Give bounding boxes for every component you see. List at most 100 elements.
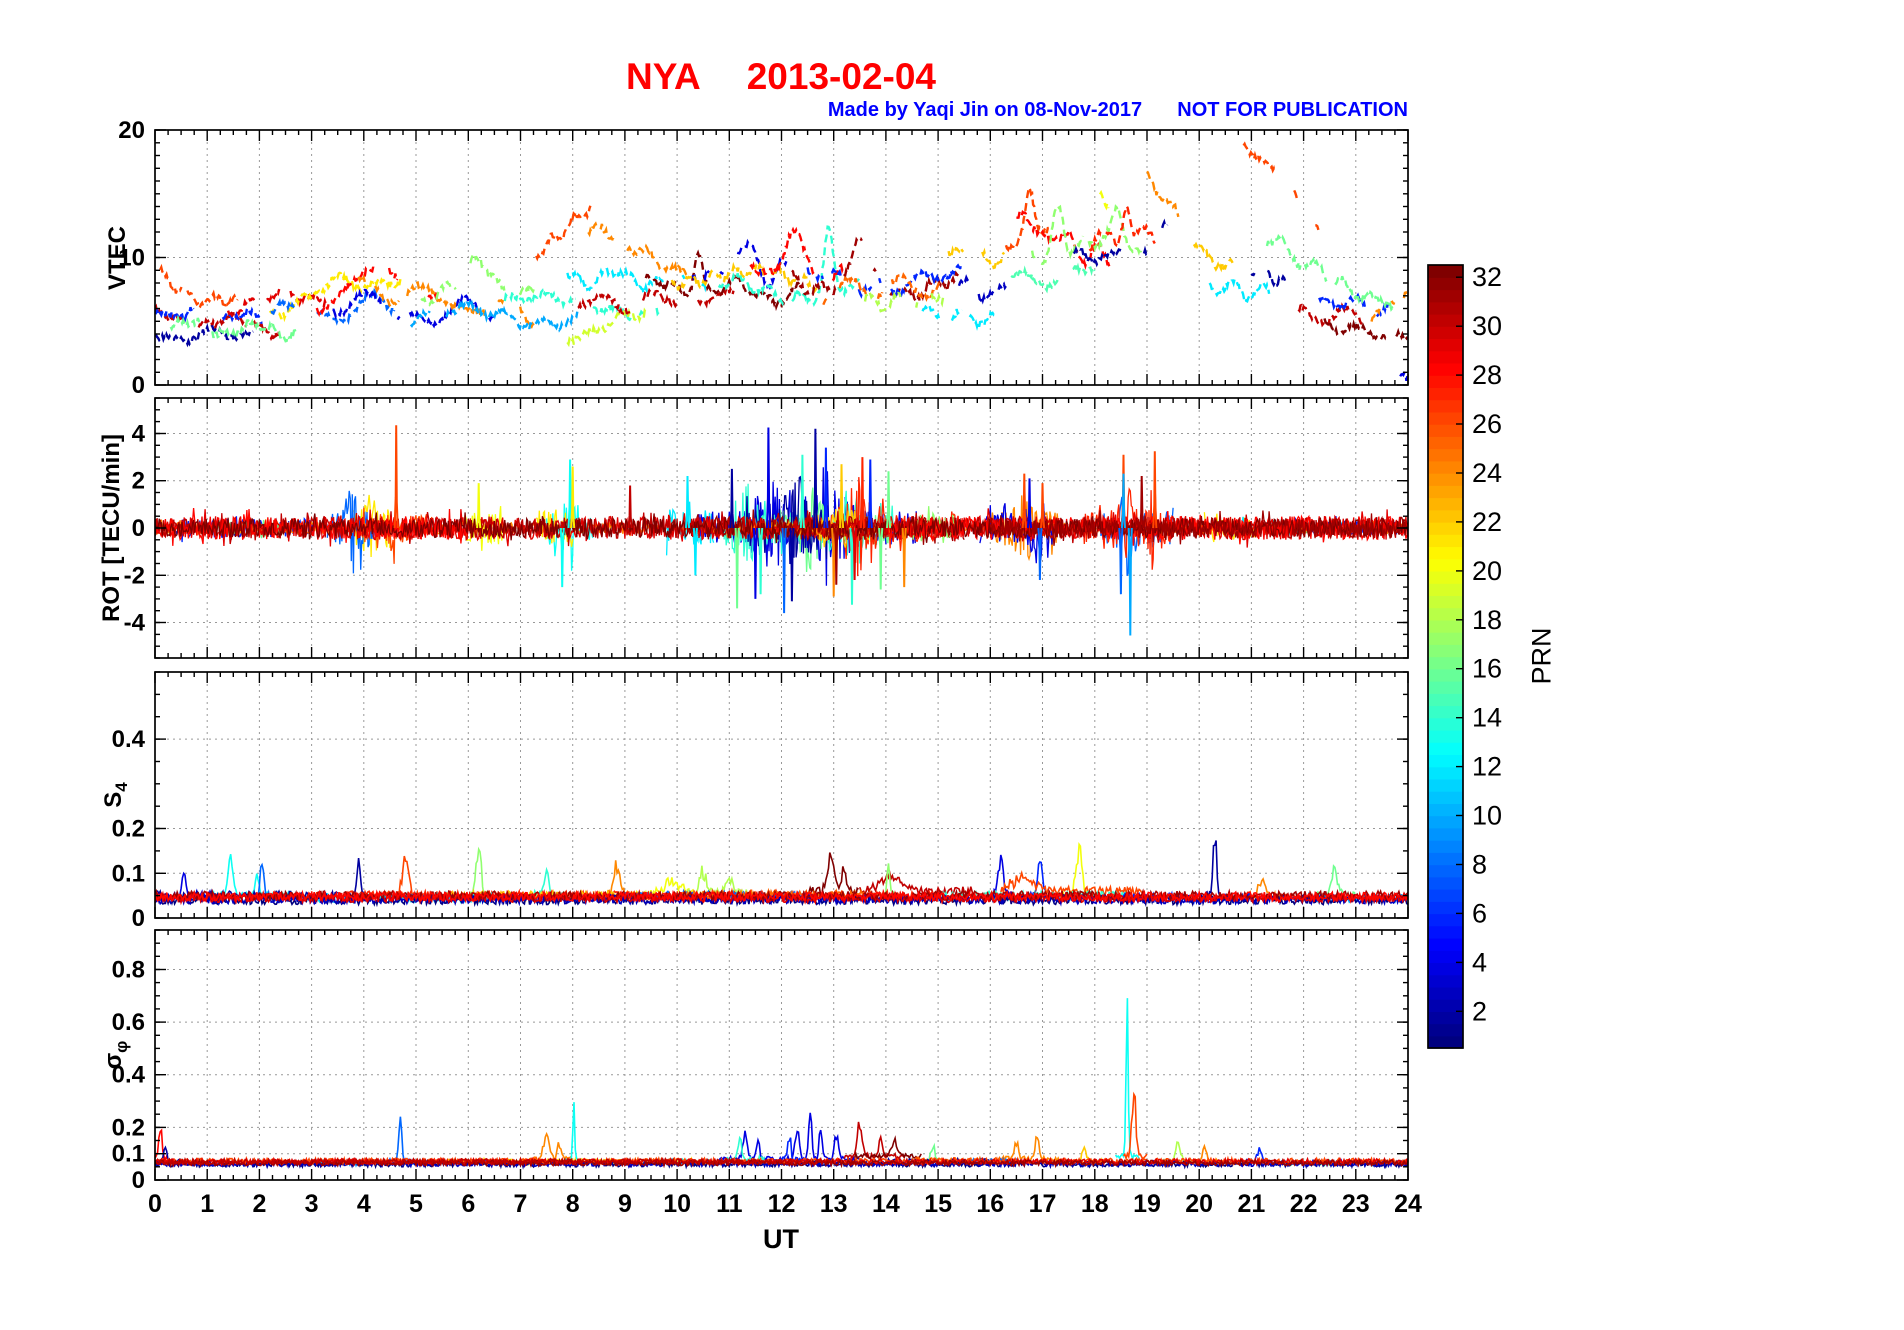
colorbar-swatch	[1428, 1011, 1463, 1025]
vtec-trace-prn-24	[1370, 305, 1381, 322]
colorbar-tick-label: 10	[1472, 801, 1502, 831]
sigmaphi-trace-prn-8	[384, 1116, 416, 1165]
vtec-trace-prn-26	[1004, 183, 1051, 255]
rot-spike-prn-12	[692, 527, 698, 576]
colorbar-tick-label: 2	[1472, 996, 1487, 1026]
colorbar-swatch	[1428, 313, 1463, 327]
credit-line: Made by Yaqi Jin on 08-Nov-2017	[827, 99, 1143, 121]
x-tick-label: 19	[1133, 1190, 1161, 1218]
colorbar-swatch	[1428, 277, 1463, 291]
rot-spike-prn-4	[752, 527, 758, 599]
colorbar-tick-label: 8	[1472, 850, 1487, 880]
vtec-trace-prn-12	[701, 281, 709, 293]
colorbar-swatch	[1428, 546, 1463, 560]
rot-spike-prn-2	[729, 468, 735, 529]
vtec-trace-prn-8	[270, 297, 295, 316]
rot-trace-prn-12	[665, 501, 715, 556]
colorbar-swatch	[1428, 338, 1463, 352]
xlabel-ut: UT	[763, 1224, 799, 1254]
sigmaphi-trace-prn-30	[843, 1121, 907, 1161]
ylabel-s4-subscript: 4	[111, 782, 131, 792]
ylabel-sigma-text: σ	[100, 1052, 128, 1070]
series-panel-1	[155, 425, 1408, 636]
rot-spike-prn-10	[1127, 527, 1133, 636]
vtec-trace-prn-24	[626, 243, 688, 277]
colorbar-swatch	[1428, 974, 1463, 988]
vtec-trace-prn-29	[236, 296, 256, 317]
colorbar-swatch	[1428, 742, 1463, 755]
vtec-trace-prn-30	[1297, 302, 1363, 328]
rot-spike-prn-8	[1118, 527, 1124, 595]
vtec-trace-prn-30	[696, 284, 735, 309]
vtec-trace-prn-28	[749, 226, 815, 278]
s4-trace-prn-2	[1198, 840, 1232, 902]
ylabel-vtec-text: VTEC	[104, 225, 131, 291]
vtec-trace-prn-6	[830, 267, 842, 279]
vtec-trace-prn-22	[801, 272, 818, 294]
colorbar-swatch	[1428, 852, 1463, 866]
s4-trace-prn-17	[457, 846, 500, 902]
vtec-trace-prn-31	[843, 236, 863, 279]
vtec-trace-prn-25	[822, 298, 828, 306]
vtec-trace-prn-2	[155, 322, 254, 348]
vtec-trace-prn-4	[719, 270, 724, 275]
colorbar-swatch	[1428, 521, 1463, 535]
vtec-trace-prn-24	[1390, 300, 1396, 306]
vtec-trace-prn-6	[890, 263, 965, 298]
x-tick-label: 9	[618, 1190, 632, 1218]
colorbar-swatch	[1428, 803, 1463, 817]
colorbar-swatch	[1428, 583, 1463, 596]
rot-spike-prn-16	[734, 527, 740, 609]
vtec-trace-prn-14	[717, 270, 786, 307]
x-tick-label: 22	[1290, 1190, 1318, 1218]
colorbar-swatch	[1428, 999, 1463, 1012]
vtec-trace-prn-15	[1072, 262, 1096, 277]
station-name: NYA	[626, 56, 701, 97]
vtec-trace-prn-16	[1303, 256, 1328, 283]
vtec-trace-prn-28	[315, 265, 376, 318]
colorbar-tick-label: 18	[1472, 605, 1502, 635]
vtec-trace-prn-12	[566, 266, 664, 298]
colorbar-swatch	[1428, 827, 1463, 841]
rot-spike-prn-4	[1026, 478, 1033, 529]
rot-spike-prn-14	[799, 454, 805, 529]
vtec-trace-prn-18	[915, 302, 919, 308]
colorbar-swatch	[1428, 913, 1463, 927]
axis-ticks-panel-3	[154, 929, 1409, 1181]
ylabel-rot-text: ROT [TECU/min]	[98, 434, 125, 622]
x-tick-label: 1	[200, 1190, 214, 1218]
vtec-trace-prn-26	[1242, 141, 1277, 174]
colorbar-swatch	[1428, 375, 1463, 388]
rot-spike-prn-14	[758, 527, 764, 595]
colorbar-swatch	[1428, 436, 1463, 450]
y-tick-label: 0	[132, 905, 145, 932]
y-tick-label: 0.1	[112, 860, 145, 887]
colorbar-swatch	[1428, 473, 1463, 486]
series-panel-3	[155, 998, 1408, 1170]
vtec-trace-prn-26	[1315, 224, 1320, 231]
vtec-trace-prn-2	[1142, 245, 1150, 257]
x-tick-label: 0	[148, 1190, 162, 1218]
figure-title: NYA 2013-02-04	[626, 56, 936, 98]
colorbar-swatch	[1428, 301, 1463, 315]
colorbar-swatch	[1428, 876, 1463, 890]
rot-spike-prn-16	[886, 471, 892, 529]
y-tick-label: 0	[132, 1167, 145, 1194]
colorbar-tick-label: 24	[1472, 458, 1502, 488]
vtec-trace-prn-31	[872, 267, 877, 273]
colorbar-swatch	[1428, 729, 1463, 743]
sigmaphi-trace-prn-30	[155, 1156, 833, 1167]
vtec-trace-prn-24	[497, 298, 505, 305]
colorbar-border	[1427, 264, 1464, 1049]
ylabel-s4-text: S	[100, 791, 128, 808]
rot-spike-prn-27	[859, 457, 865, 529]
vtec-trace-prn-28	[387, 267, 399, 284]
vtec-trace-prn-17	[469, 252, 506, 294]
y-tick-label: 0.2	[112, 816, 145, 843]
grid-panel-3	[155, 930, 1408, 1180]
axis-ticks-panel-2	[154, 671, 1409, 919]
rot-spike-prn-26	[1040, 483, 1046, 529]
ylabel-sigma-phi: σφ	[100, 1041, 132, 1070]
